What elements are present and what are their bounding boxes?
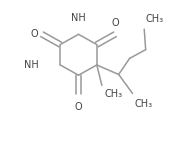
Text: O: O: [111, 18, 119, 28]
Text: O: O: [75, 102, 82, 112]
Text: NH: NH: [71, 13, 86, 22]
Text: CH₃: CH₃: [104, 89, 122, 99]
Text: CH₃: CH₃: [146, 14, 164, 24]
Text: NH: NH: [24, 60, 39, 70]
Text: CH₃: CH₃: [135, 99, 153, 109]
Text: O: O: [30, 29, 38, 39]
